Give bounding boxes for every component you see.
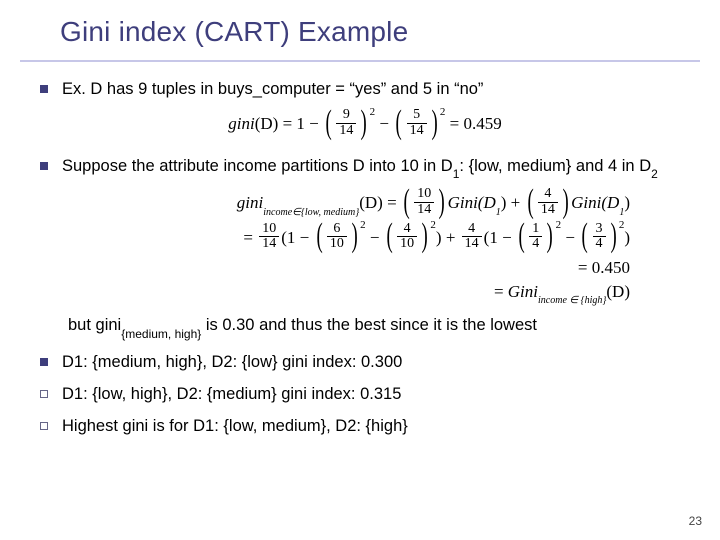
title-rule: [20, 60, 700, 62]
bullet-3-text: D1: {medium, high}, D2: {low} gini index…: [62, 351, 402, 373]
bullet-5-text: Highest gini is for D1: {low, medium}, D…: [62, 415, 408, 437]
bullet-5: Highest gini is for D1: {low, medium}, D…: [40, 415, 690, 437]
formula-gini-income: giniincome∈{low, medium}(D) = (1014)Gini…: [40, 189, 690, 304]
bullet-1-text: Ex. D has 9 tuples in buys_computer = “y…: [62, 78, 483, 100]
bullet-2-text: Suppose the attribute income partitions …: [62, 155, 658, 179]
bullet-3: D1: {medium, high}, D2: {low} gini index…: [40, 351, 690, 373]
page-number: 23: [689, 514, 702, 528]
slide-title: Gini index (CART) Example: [60, 16, 408, 48]
bullet-icon: [40, 162, 48, 170]
slide-content: Ex. D has 9 tuples in buys_computer = “y…: [40, 78, 690, 448]
bullet-2: Suppose the attribute income partitions …: [40, 155, 690, 179]
bullet-icon: [40, 422, 48, 430]
bullet-icon: [40, 390, 48, 398]
bullet-icon: [40, 85, 48, 93]
slide: Gini index (CART) Example Ex. D has 9 tu…: [0, 0, 720, 540]
bullet-icon: [40, 358, 48, 366]
bullet-4-text: D1: {low, high}, D2: {medium} gini index…: [62, 383, 401, 405]
indent-line: but gini{medium, high} is 0.30 and thus …: [68, 314, 690, 338]
bullet-4: D1: {low, high}, D2: {medium} gini index…: [40, 383, 690, 405]
bullet-1: Ex. D has 9 tuples in buys_computer = “y…: [40, 78, 690, 100]
formula-gini-d: gini(D) = 1 − (914)2 − (514)2 = 0.459: [40, 110, 690, 140]
